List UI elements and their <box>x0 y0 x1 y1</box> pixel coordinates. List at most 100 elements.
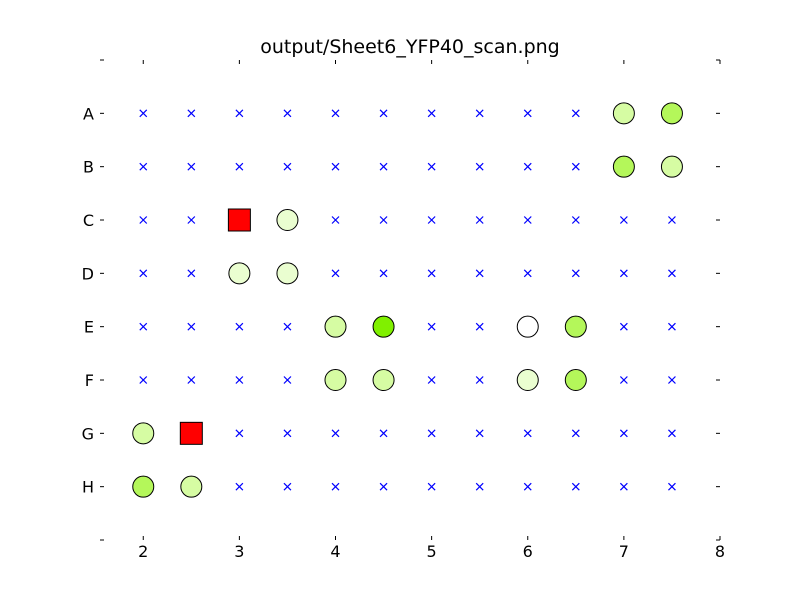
empty-well-marker <box>668 482 676 491</box>
x-stroke <box>571 109 580 118</box>
empty-well-marker <box>187 376 196 384</box>
y-tick-label: D <box>82 264 94 283</box>
tick-labels: 2 3 4 5 6 7 8 A B C D E F G H <box>82 104 726 561</box>
empty-well-marker <box>283 376 292 384</box>
x-stroke <box>139 269 148 278</box>
x-stroke <box>139 109 148 118</box>
x-stroke <box>187 216 196 224</box>
empty-well-marker <box>427 429 436 438</box>
x-stroke <box>619 482 628 491</box>
x-stroke <box>331 429 340 438</box>
x-stroke <box>475 322 484 331</box>
x-stroke <box>668 482 676 491</box>
well-circle <box>180 475 203 498</box>
x-stroke <box>523 269 532 278</box>
x-stroke <box>379 429 388 438</box>
empty-well-marker <box>475 269 484 278</box>
well-circle <box>324 315 347 338</box>
empty-well-marker <box>379 162 388 171</box>
empty-well-marker <box>235 429 244 438</box>
x-stroke <box>523 162 532 171</box>
empty-well-marker <box>571 109 580 118</box>
empty-well-marker <box>475 216 484 224</box>
x-stroke <box>523 109 532 118</box>
empty-well-marker <box>427 376 436 384</box>
empty-well-marker <box>619 269 628 278</box>
well-circle <box>276 262 299 285</box>
x-stroke <box>619 322 628 331</box>
well-circle <box>612 155 635 178</box>
empty-well-marker <box>619 322 628 331</box>
empty-well-marker <box>139 109 148 118</box>
well-circle <box>372 369 395 391</box>
x-stroke <box>668 376 676 384</box>
x-stroke <box>379 162 388 171</box>
x-stroke <box>523 216 532 224</box>
empty-well-marker <box>235 109 244 118</box>
empty-well-marker <box>187 216 196 224</box>
empty-well-marker <box>619 216 628 224</box>
x-stroke <box>187 269 196 278</box>
x-stroke <box>331 109 340 118</box>
empty-well-markers <box>139 109 676 491</box>
x-stroke <box>571 269 580 278</box>
x-tick-label: 3 <box>234 542 244 561</box>
empty-well-marker <box>331 216 340 224</box>
x-stroke <box>187 162 196 171</box>
empty-well-marker <box>523 429 532 438</box>
x-stroke <box>235 109 244 118</box>
empty-well-marker <box>427 322 436 331</box>
empty-well-marker <box>427 162 436 171</box>
x-stroke <box>187 322 196 331</box>
y-tick-label: F <box>85 371 94 390</box>
x-stroke <box>331 482 340 491</box>
empty-well-marker <box>475 482 484 491</box>
x-stroke <box>379 109 388 118</box>
empty-well-marker <box>139 269 148 278</box>
empty-well-marker <box>427 216 436 224</box>
x-stroke <box>283 429 292 438</box>
empty-well-marker <box>475 322 484 331</box>
x-stroke <box>475 429 484 438</box>
empty-well-marker <box>668 322 676 331</box>
empty-well-marker <box>379 269 388 278</box>
x-tick-label: 6 <box>523 542 533 561</box>
well-circle <box>132 422 155 445</box>
x-stroke <box>235 429 244 438</box>
x-tick-label: 8 <box>715 542 725 561</box>
x-stroke <box>427 482 436 491</box>
x-stroke <box>331 162 340 171</box>
x-stroke <box>235 162 244 171</box>
empty-well-marker <box>283 482 292 491</box>
x-stroke <box>668 216 676 224</box>
x-stroke <box>427 269 436 278</box>
x-stroke <box>668 269 676 278</box>
x-stroke <box>571 429 580 438</box>
x-stroke <box>139 216 148 224</box>
x-stroke <box>283 109 292 118</box>
well-circle <box>276 209 299 231</box>
well-circle <box>564 369 587 391</box>
x-tick-label: 2 <box>138 542 148 561</box>
empty-well-marker <box>283 429 292 438</box>
empty-well-marker <box>571 482 580 491</box>
empty-well-marker <box>475 109 484 118</box>
empty-well-marker <box>619 429 628 438</box>
well-circle <box>612 102 635 125</box>
empty-well-marker <box>523 216 532 224</box>
x-stroke <box>475 109 484 118</box>
empty-well-marker <box>379 216 388 224</box>
empty-well-marker <box>139 216 148 224</box>
x-tick-label: 7 <box>619 542 629 561</box>
empty-well-marker <box>187 162 196 171</box>
x-stroke <box>427 376 436 384</box>
empty-well-marker <box>668 269 676 278</box>
x-stroke <box>475 482 484 491</box>
empty-well-marker <box>427 269 436 278</box>
empty-well-marker <box>379 429 388 438</box>
empty-well-marker <box>187 109 196 118</box>
well-square <box>179 421 203 445</box>
empty-well-marker <box>331 429 340 438</box>
empty-well-marker <box>139 162 148 171</box>
